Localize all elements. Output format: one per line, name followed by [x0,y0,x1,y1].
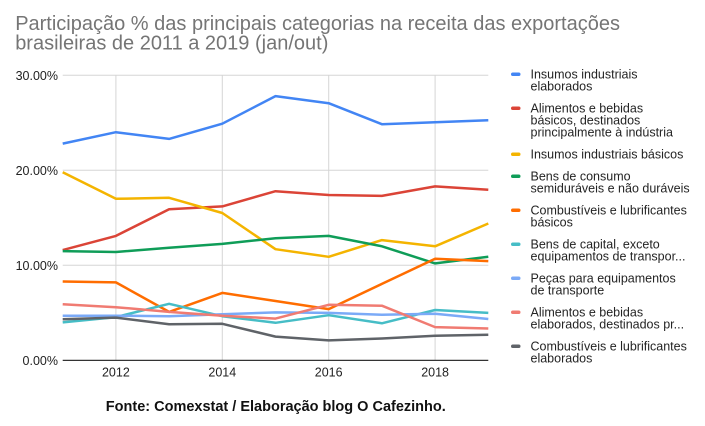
svg-text:principalmente à indústria: principalmente à indústria [531,126,673,140]
svg-text:elaborados: elaborados [531,80,593,94]
svg-text:2016: 2016 [315,366,343,380]
svg-text:Insumos industriais básicos: Insumos industriais básicos [531,148,684,162]
svg-text:Alimentos e bebidas: Alimentos e bebidas [531,306,644,320]
svg-text:Fonte: Comexstat / Elaboração: Fonte: Comexstat / Elaboração blog O Caf… [106,399,446,415]
svg-text:equipamentos de transpor...: equipamentos de transpor... [531,250,686,264]
svg-text:Participação % das principais: Participação % das principais categorias… [15,13,620,35]
svg-text:elaborados, destinados pr...: elaborados, destinados pr... [531,318,685,332]
svg-text:brasileiras de 2011 a 2019 (ja: brasileiras de 2011 a 2019 (jan/out) [15,33,328,55]
svg-text:Bens de consumo: Bens de consumo [531,170,631,184]
svg-text:2014: 2014 [208,366,236,380]
svg-text:semiduráveis e não duráveis: semiduráveis e não duráveis [531,182,690,196]
svg-text:elaborados: elaborados [531,352,593,366]
svg-text:Bens de capital, exceto: Bens de capital, exceto [531,238,660,252]
svg-text:2012: 2012 [102,366,130,380]
svg-text:10.00%: 10.00% [16,259,58,273]
svg-text:2018: 2018 [421,366,449,380]
svg-text:de transporte: de transporte [531,284,605,298]
svg-text:Combustíveis e lubrificantes: Combustíveis e lubrificantes [531,340,687,354]
svg-text:0.00%: 0.00% [23,354,58,368]
svg-text:Peças para equipamentos: Peças para equipamentos [531,272,676,286]
svg-text:Combustíveis e lubrificantes: Combustíveis e lubrificantes [531,204,687,218]
svg-text:Insumos industriais: Insumos industriais [531,68,638,82]
svg-text:30.00%: 30.00% [16,69,58,83]
svg-text:básicos: básicos [531,216,573,230]
svg-text:20.00%: 20.00% [16,164,58,178]
svg-text:básicos, destinados: básicos, destinados [531,114,641,128]
svg-text:Alimentos e bebidas: Alimentos e bebidas [531,102,644,116]
